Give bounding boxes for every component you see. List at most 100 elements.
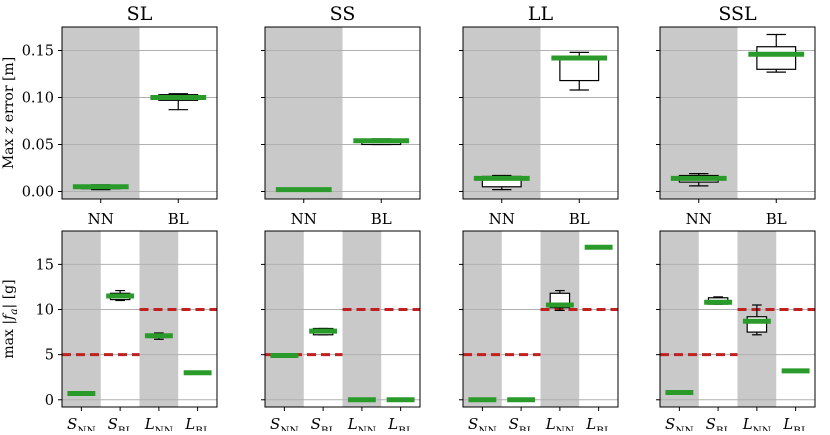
box-2 xyxy=(704,296,733,305)
x-tick-main: L xyxy=(782,415,793,431)
x-tick-label: SBL xyxy=(108,415,133,431)
x-tick-sub: NN xyxy=(753,425,771,431)
box-3 xyxy=(347,397,376,403)
axes-frame xyxy=(264,26,421,200)
shaded-region xyxy=(660,231,699,407)
x-tick-label: LBL xyxy=(184,415,210,431)
box-2 xyxy=(106,289,135,302)
x-tick-main: L xyxy=(347,415,358,431)
box-2 xyxy=(748,33,805,73)
box-body xyxy=(756,46,797,70)
subplot-1: NN BL 0.00 0.05 0.10 0.15 SL Max z error [m] xyxy=(1,3,218,228)
subplot-title: SL xyxy=(127,3,153,25)
shaded-region xyxy=(463,231,502,407)
axes-frame xyxy=(659,230,816,408)
shaded-region xyxy=(660,27,738,199)
shaded-region xyxy=(342,231,382,407)
ylabel-part: max | xyxy=(1,320,17,359)
box-1 xyxy=(670,173,727,187)
x-tick-main: S xyxy=(509,415,519,431)
box-4 xyxy=(386,397,415,403)
x-tick-label: NN xyxy=(686,210,712,228)
x-tick-label: BL xyxy=(371,210,392,228)
box-1 xyxy=(665,390,694,396)
x-tick-label: LNN xyxy=(144,415,173,431)
x-tick-main: S xyxy=(108,415,118,431)
subplot-title: LL xyxy=(528,3,554,25)
y-tick-label: 0.15 xyxy=(22,43,54,59)
x-tick-label: LBL xyxy=(387,415,413,431)
box-3 xyxy=(144,332,173,340)
x-tick-sub: NN xyxy=(280,425,298,431)
ylabel-var: f xyxy=(1,312,17,321)
x-tick-main: L xyxy=(387,415,398,431)
x-tick-sub: NN xyxy=(77,425,95,431)
x-tick-main: S xyxy=(67,415,77,431)
shaded-region xyxy=(62,27,140,199)
axes-frame xyxy=(462,26,619,200)
ylabel-part: | [g] xyxy=(1,279,17,308)
y-tick-label: 5 xyxy=(45,348,54,364)
box-2 xyxy=(551,51,608,91)
subplot-8: SNN SBL LNN LBL xyxy=(656,230,816,435)
box-2 xyxy=(353,138,410,146)
x-tick-label: SBL xyxy=(706,415,731,431)
x-tick-main: S xyxy=(311,415,321,431)
subplot-3: NN BL LL xyxy=(459,3,619,228)
ylabel-sub: a xyxy=(8,308,20,314)
x-tick-sub: NN xyxy=(155,425,173,431)
box-4 xyxy=(183,370,212,376)
x-tick-sub: BL xyxy=(519,425,534,431)
shaded-region xyxy=(62,231,101,407)
shaded-region xyxy=(265,27,343,199)
x-tick-main: S xyxy=(270,415,280,431)
shaded-region xyxy=(463,27,541,199)
y-tick-label: 0.00 xyxy=(22,184,54,200)
box-2 xyxy=(507,397,536,403)
x-tick-label: BL xyxy=(569,210,590,228)
box-3 xyxy=(545,289,574,312)
y-tick-label: 10 xyxy=(36,303,54,319)
box-2 xyxy=(150,93,207,111)
x-tick-main: S xyxy=(706,415,716,431)
x-tick-label: SNN xyxy=(270,415,299,431)
x-tick-sub: BL xyxy=(793,425,808,431)
axes-frame xyxy=(264,230,421,408)
x-tick-sub: BL xyxy=(195,425,210,431)
box-4 xyxy=(781,368,810,374)
subplot-2: NN BL SS xyxy=(261,3,421,228)
box-1 xyxy=(72,184,129,191)
subplot-4: NN BL SSL xyxy=(656,3,816,228)
x-tick-label: SBL xyxy=(509,415,534,431)
x-tick-sub: NN xyxy=(556,425,574,431)
x-tick-label: LNN xyxy=(545,415,574,431)
box-1 xyxy=(473,174,530,191)
subplot-7: SNN SBL LNN LBL xyxy=(459,230,619,435)
x-tick-label: LNN xyxy=(742,415,771,431)
box-1 xyxy=(67,390,96,396)
box-4 xyxy=(584,244,613,250)
x-tick-label: LBL xyxy=(585,415,611,431)
shaded-region xyxy=(265,231,304,407)
axes-frame xyxy=(61,26,218,200)
x-tick-sub: BL xyxy=(321,425,336,431)
x-tick-label: LNN xyxy=(347,415,376,431)
ylabel-part: Max xyxy=(1,134,17,169)
x-tick-main: S xyxy=(665,415,675,431)
box-1 xyxy=(468,397,497,403)
x-tick-main: L xyxy=(184,415,195,431)
x-tick-label: SBL xyxy=(311,415,336,431)
x-tick-label: NN xyxy=(88,210,114,228)
x-tick-label: NN xyxy=(291,210,317,228)
x-tick-label: SNN xyxy=(468,415,497,431)
box-3 xyxy=(742,304,771,336)
x-tick-sub: BL xyxy=(716,425,731,431)
x-tick-sub: NN xyxy=(675,425,693,431)
x-tick-sub: NN xyxy=(478,425,496,431)
x-tick-label: NN xyxy=(489,210,515,228)
x-tick-main: L xyxy=(585,415,596,431)
y-tick-label: 0 xyxy=(45,393,54,409)
axes-frame xyxy=(659,26,816,200)
